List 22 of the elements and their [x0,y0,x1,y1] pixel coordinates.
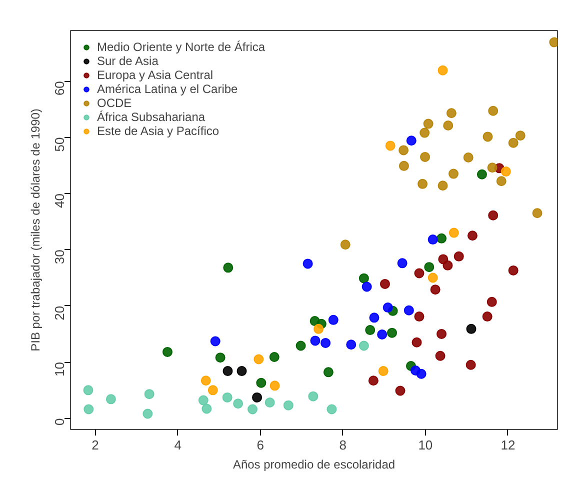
y-tick-label: 20 [52,306,67,320]
legend-label: Europa y Asia Central [97,68,214,82]
x-tick-label: 10 [418,438,433,452]
y-tick-label: 60 [52,81,67,96]
x-tick-label: 12 [500,438,516,452]
x-tick-label: 8 [339,438,347,452]
x-tick-label: 4 [174,438,182,452]
x-axis-title: Años promedio de escolaridad [232,458,396,472]
y-tick-label: 40 [52,193,67,208]
y-tick-label: 10 [52,362,67,377]
y-tick-label: 30 [52,250,67,264]
x-tick-label: 6 [256,438,264,452]
legend-label: América Latina y el Caribe [97,82,238,96]
legend-label: OCDE [97,96,132,110]
legend-label: África Subsahariana [97,110,206,124]
y-axis-title: PIB por trabajador (miles de dólares de 1990) [28,108,42,352]
x-tick-label: 2 [92,438,99,452]
y-tick-label: 50 [52,137,67,152]
legend-label: Medio Oriente y Norte de África [97,40,266,54]
legend-label: Sur de Asia [97,54,158,68]
y-tick-label: 0 [52,418,67,426]
legend-label: Este de Asia y Pacífico [97,124,220,138]
